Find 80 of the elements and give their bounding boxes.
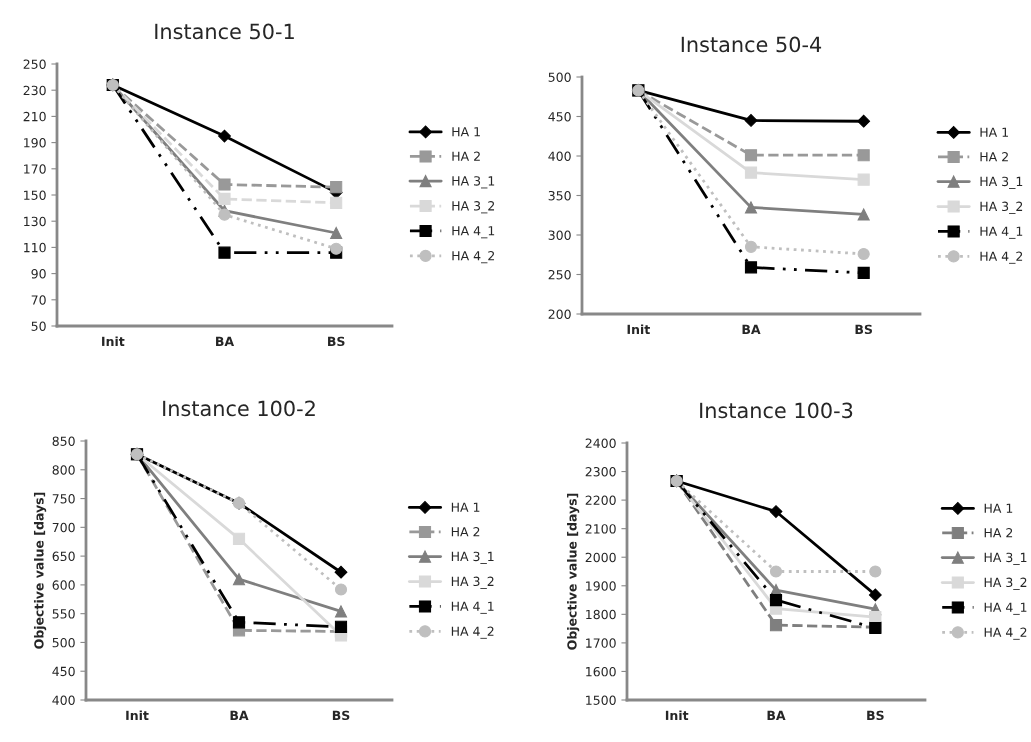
legend-label: HA 3_1 — [984, 552, 1027, 565]
legend-label: HA 4_1 — [980, 226, 1023, 239]
y-tick-label: 800 — [52, 465, 75, 475]
y-tick-label: 50 — [31, 321, 46, 331]
y-tick-label: 500 — [548, 72, 571, 82]
x-tick-label: BS — [328, 336, 345, 347]
legend-label: HA 2 — [452, 151, 480, 161]
legend-label: HA 3_1 — [451, 551, 494, 564]
chart-title: Instance 50-1 — [155, 23, 294, 40]
y-tick-label: 1500 — [586, 695, 616, 705]
y-tick-label: 2400 — [585, 438, 616, 448]
y-tick-label: 200 — [548, 309, 571, 319]
y-tick-label: 550 — [52, 609, 75, 619]
y-tick-label: 750 — [52, 494, 75, 504]
y-tick-label: 1900 — [586, 581, 616, 591]
legend-label: HA 3_2 — [984, 577, 1027, 590]
chart-title: Instance 50-4 — [681, 36, 822, 53]
legend-label: HA 4_2 — [984, 627, 1027, 640]
y-tick-label: 2100 — [585, 524, 616, 534]
x-tick-label: Init — [126, 710, 149, 720]
x-tick-label: BA — [767, 710, 786, 720]
legend-label: HA 4_1 — [452, 226, 495, 239]
y-tick-label: 210 — [23, 111, 46, 122]
legend-label: HA 4_2 — [451, 626, 494, 639]
legend-label: HA 3_2 — [452, 201, 495, 214]
y-tick-label: 70 — [31, 295, 46, 305]
legend-label: HA 3_1 — [980, 176, 1023, 189]
y-tick-label: 650 — [52, 551, 75, 562]
legend-label: HA 2 — [984, 528, 1013, 538]
y-tick-label: 150 — [24, 190, 46, 200]
y-tick-label: 2200 — [585, 495, 616, 506]
y-tick-label: 2000 — [585, 552, 616, 563]
x-tick-label: BS — [855, 324, 873, 335]
y-tick-label: 1700 — [586, 638, 616, 648]
y-tick-label: 250 — [23, 59, 46, 69]
legend-label: HA 4_1 — [984, 602, 1027, 615]
x-tick-label: Init — [102, 336, 125, 346]
y-tick-label: 2300 — [585, 467, 616, 477]
y-tick-label: 130 — [24, 216, 46, 227]
legend-label: HA 2 — [451, 527, 480, 537]
y-tick-label: 250 — [548, 269, 571, 280]
legend-label: HA 4_2 — [452, 251, 495, 264]
y-tick-label: 300 — [548, 230, 571, 240]
y-tick-label: 600 — [52, 580, 75, 590]
x-tick-label: BA — [230, 710, 249, 720]
y-tick-label: 1800 — [586, 609, 616, 620]
y-tick-label: 350 — [548, 190, 571, 201]
x-tick-label: BS — [867, 710, 884, 721]
x-tick-label: Init — [665, 710, 689, 720]
legend-label: HA 4_1 — [451, 601, 494, 614]
x-tick-label: BA — [742, 324, 761, 334]
y-axis-title: Objective value [days] — [33, 492, 47, 649]
y-tick-label: 1600 — [586, 666, 616, 677]
legend-label: HA 3_1 — [452, 176, 495, 189]
legend-label: HA 1 — [452, 127, 480, 137]
legend-label: HA 3_2 — [451, 576, 494, 589]
legend-label: HA 3_2 — [980, 201, 1023, 214]
y-tick-label: 90 — [31, 269, 46, 279]
chart-title: Instance 100-2 — [163, 400, 315, 417]
x-tick-label: Init — [627, 324, 650, 334]
y-tick-label: 450 — [548, 111, 571, 122]
legend-label: HA 1 — [451, 502, 480, 512]
y-tick-label: 230 — [23, 85, 46, 96]
legend-label: HA 1 — [980, 127, 1008, 137]
y-tick-label: 170 — [24, 164, 46, 174]
legend-label: HA 1 — [984, 503, 1013, 513]
y-tick-label: 110 — [24, 242, 46, 253]
y-axis-title: Objective value [days] — [567, 493, 580, 650]
legend-label: HA 4_2 — [980, 251, 1023, 264]
chart-title: Instance 100-3 — [700, 402, 853, 419]
legend-label: HA 2 — [980, 152, 1008, 162]
y-tick-label: 500 — [52, 637, 75, 648]
x-tick-label: BS — [332, 710, 350, 721]
y-tick-label: 400 — [548, 151, 571, 161]
x-tick-label: BA — [216, 336, 235, 346]
y-tick-label: 400 — [52, 695, 75, 705]
y-tick-label: 850 — [52, 436, 75, 446]
y-tick-label: 700 — [52, 522, 75, 533]
y-tick-label: 190 — [24, 138, 46, 148]
y-tick-label: 450 — [52, 666, 75, 677]
